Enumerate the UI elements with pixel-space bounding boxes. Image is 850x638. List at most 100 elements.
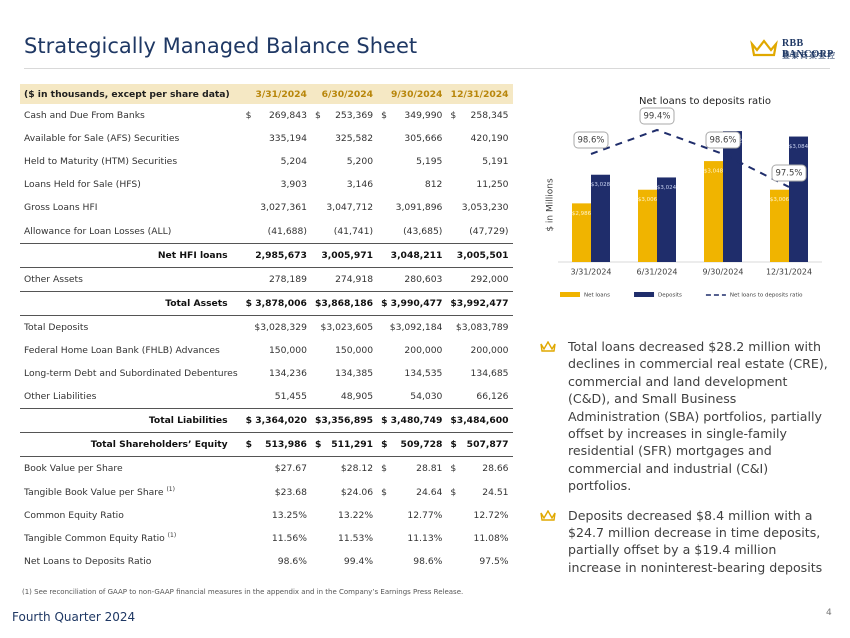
currency: $: [245, 439, 253, 451]
cell: 97.5%: [446, 550, 512, 573]
note: (1): [166, 486, 175, 494]
row-label: Long-term Debt and Subordinated Debentur…: [20, 362, 242, 385]
value: 3,091,896: [395, 202, 443, 214]
value: 325,582: [335, 133, 374, 145]
value: 28.66: [482, 463, 509, 475]
value: 3,903: [280, 179, 307, 191]
cell-pair: $511,291: [315, 439, 373, 450]
label-text: Other Liabilities: [24, 391, 97, 403]
cell: 2,985,673: [241, 242, 311, 268]
y-axis-label: $ in Millions: [546, 178, 556, 232]
label-text: Total Shareholders’ Equity: [90, 439, 228, 451]
value: 134,535: [404, 368, 443, 380]
cell: 3,005,501: [446, 242, 513, 268]
row-label: Loans Held for Sale (HFS): [20, 173, 242, 196]
cell: $23.68: [242, 481, 311, 504]
value: 11.53%: [338, 532, 374, 544]
cell: (43,685): [377, 219, 446, 243]
value: $28.12: [340, 463, 374, 475]
cell: $349,990: [377, 104, 446, 127]
label-text: Allowance for Loan Losses (ALL): [24, 225, 172, 237]
cell-pair: $349,990: [381, 110, 442, 121]
table-row: Loans Held for Sale (HFS) 3,903 3,146 812 11…: [20, 173, 513, 196]
cell: 134,535: [377, 362, 446, 385]
value: $ 3,480,749: [381, 415, 443, 427]
balance-table: ($ in thousands, except per share data) 3…: [20, 84, 513, 573]
cell: 325,582: [311, 127, 377, 150]
value: $3,023,605: [320, 321, 374, 333]
row-label: Available for Sale (AFS) Securities: [20, 127, 242, 150]
row-label: Total Assets: [20, 290, 242, 316]
value: 812: [424, 179, 443, 191]
label-text: Available for Sale (AFS) Securities: [24, 133, 180, 145]
cell-pair: $509,728: [381, 439, 442, 450]
chart-title: Net loans to deposits ratio: [639, 96, 771, 107]
cell: $ 3,878,006: [241, 290, 311, 316]
value: (41,741): [333, 225, 374, 237]
value: $ 3,364,020: [245, 415, 307, 427]
data-label: $3,028: [591, 182, 611, 188]
title: Strategically Managed Balance Sheet: [24, 34, 418, 58]
label-text: Other Assets: [24, 273, 83, 285]
currency: $: [450, 463, 457, 475]
table-row: Cash and Due From Banks $269,843 $253,369 $…: [20, 104, 513, 127]
value: 98.6%: [277, 555, 307, 567]
x-tick-label: 9/30/2024: [702, 268, 743, 277]
cell: $3,023,605: [311, 315, 377, 339]
x-tick-label: 12/31/2024: [766, 268, 812, 277]
value: 3,146: [346, 179, 374, 191]
table-row: Book Value per Share $27.67 $28.12 $28.81 $2…: [20, 457, 513, 481]
table-row: Common Equity Ratio 13.25% 13.22% 12.77% 12.…: [20, 504, 513, 527]
cell: 274,918: [311, 267, 377, 291]
value: 12.77%: [407, 509, 443, 521]
value: (41,688): [267, 225, 307, 237]
bar: [789, 136, 808, 262]
cell: 3,048,211: [377, 242, 447, 268]
cell: 48,905: [311, 385, 377, 409]
bullet: Deposits decreased $8.4 million with a $…: [540, 507, 830, 577]
cell: 200,000: [446, 339, 512, 362]
cell: $24.64: [377, 481, 446, 504]
row-label: Net Loans to Deposits Ratio: [20, 550, 242, 573]
value: 292,000: [470, 273, 509, 285]
row-label: Common Equity Ratio: [20, 504, 242, 527]
x-tick-label: 6/31/2024: [636, 268, 677, 277]
currency: $: [381, 110, 387, 122]
value: 28.81: [416, 463, 443, 475]
table-row: Total Shareholders’ Equity $513,986 $511,2…: [20, 432, 513, 458]
cell: $509,728: [377, 432, 447, 458]
cell: $28.66: [446, 457, 512, 481]
value: 5,195: [416, 156, 443, 168]
value: 513,986: [265, 439, 307, 451]
cell: $28.81: [377, 457, 446, 481]
value: 269,843: [268, 110, 307, 122]
value: 134,236: [268, 368, 307, 380]
label-text: Total Assets: [165, 297, 228, 309]
bullet-text: Total loans decreased $28.2 million with…: [568, 339, 828, 494]
bar: [657, 177, 676, 262]
label-text: Net Loans to Deposits Ratio: [24, 555, 152, 567]
value: 3,027,361: [260, 202, 307, 214]
bar: [723, 131, 742, 262]
cell: $3,028,329: [242, 315, 311, 339]
value: $3,028,329: [254, 321, 307, 333]
cell: 3,091,896: [377, 196, 446, 219]
label-text: Total Deposits: [24, 321, 89, 333]
currency: $: [314, 439, 322, 451]
value: 3,048,211: [390, 249, 443, 261]
cell: $ 3,990,477: [377, 290, 447, 316]
label-text: Cash and Due From Banks: [24, 110, 145, 122]
currency: $: [450, 110, 457, 122]
currency: $: [314, 110, 321, 122]
row-label: Tangible Book Value per Share (1): [20, 481, 242, 504]
cell: 134,385: [311, 362, 377, 385]
cell: 150,000: [242, 339, 311, 362]
cell-pair: $253,369: [315, 110, 373, 121]
cell: $3,484,600: [446, 408, 513, 434]
value: 305,666: [404, 133, 443, 145]
cell: 278,189: [242, 267, 311, 291]
cell-pair: $513,986: [246, 439, 307, 450]
data-label: 98.6%: [709, 136, 736, 146]
value: 66,126: [476, 391, 509, 403]
cell: (41,741): [311, 219, 377, 243]
